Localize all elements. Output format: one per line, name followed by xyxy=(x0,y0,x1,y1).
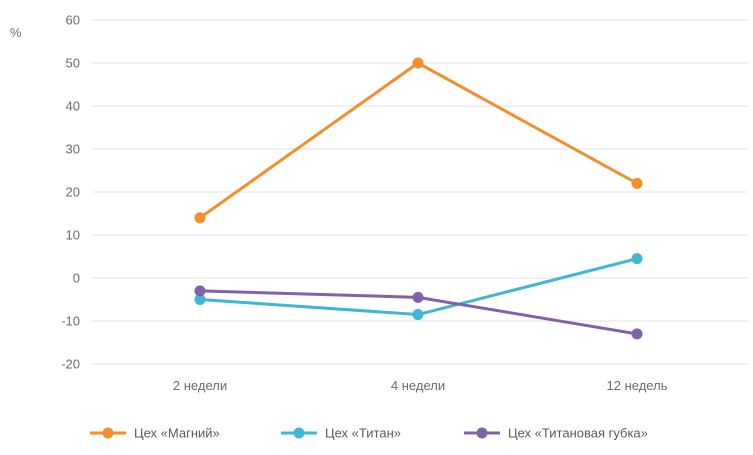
data-point xyxy=(412,57,424,69)
series-lines xyxy=(194,57,643,340)
legend-label: Цех «Титановая губка» xyxy=(508,426,648,441)
legend-marker xyxy=(102,427,114,439)
legend-label: Цех «Магний» xyxy=(134,426,220,441)
legend-item-1: Цех «Титан» xyxy=(281,426,401,441)
y-tick-label: 10 xyxy=(66,228,80,243)
data-point xyxy=(194,285,206,297)
y-tick-label: 50 xyxy=(66,56,80,71)
y-tick-label: 40 xyxy=(66,99,80,114)
legend-marker xyxy=(293,427,305,439)
legend-label: Цех «Титан» xyxy=(325,426,401,441)
y-tick-label: -10 xyxy=(61,314,80,329)
y-tick-label: -20 xyxy=(61,357,80,372)
data-point xyxy=(412,309,424,321)
series-2 xyxy=(194,285,643,340)
data-point xyxy=(631,177,643,189)
y-axis-ticks: -20 -10 0 10 20 30 40 50 60 xyxy=(61,13,80,372)
legend-item-0: Цех «Магний» xyxy=(90,426,220,441)
data-point xyxy=(412,291,424,303)
series-1 xyxy=(194,253,643,321)
data-point xyxy=(194,212,206,224)
series-line xyxy=(198,61,639,220)
y-tick-label: 20 xyxy=(66,185,80,200)
y-tick-label: 0 xyxy=(73,271,80,286)
legend-item-2: Цех «Титановая губка» xyxy=(464,426,648,441)
data-point xyxy=(194,294,206,305)
x-tick-label: 4 недели xyxy=(391,378,445,393)
x-tick-label: 12 недель xyxy=(607,378,668,393)
series-0 xyxy=(194,57,643,224)
y-tick-label: 30 xyxy=(66,142,80,157)
data-point xyxy=(631,253,643,265)
legend-marker xyxy=(476,427,488,439)
y-axis-unit-label: % xyxy=(10,25,22,40)
x-axis-ticks: 2 недели 4 недели 12 недель xyxy=(173,378,668,393)
gridlines xyxy=(92,19,748,365)
legend: Цех «Магний» Цех «Титан» Цех «Титановая гу… xyxy=(90,426,648,441)
y-tick-label: 60 xyxy=(66,13,80,28)
data-point xyxy=(631,328,643,340)
x-tick-label: 2 недели xyxy=(173,378,227,393)
series-line xyxy=(198,257,639,317)
